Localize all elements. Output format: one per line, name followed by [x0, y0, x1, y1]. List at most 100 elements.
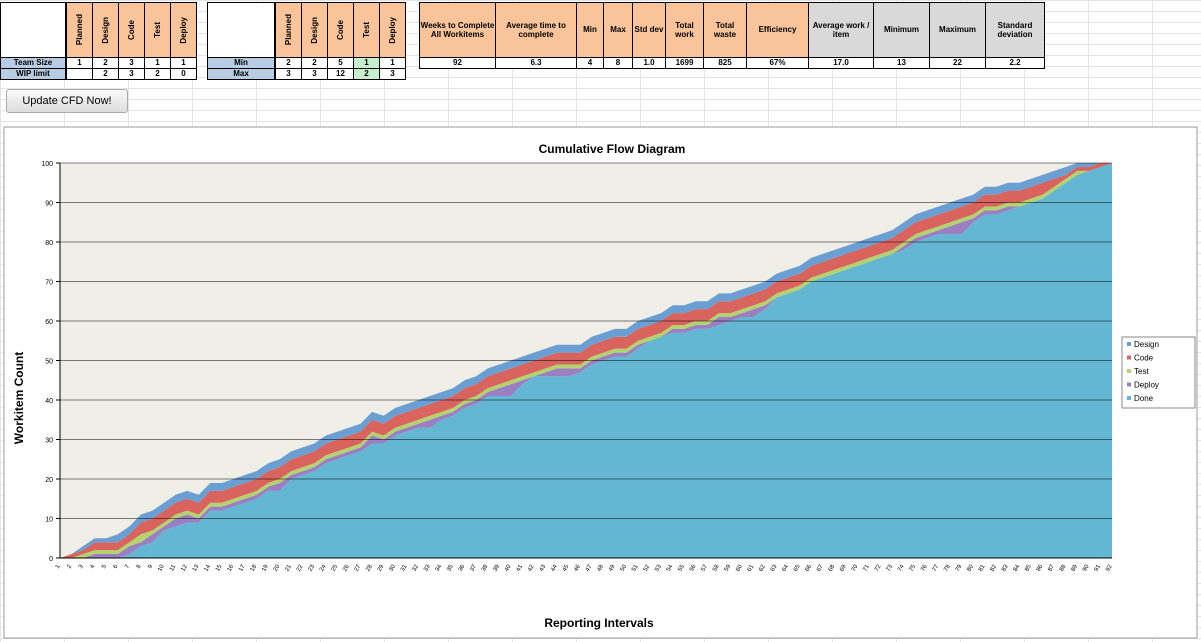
value-cell: 67% [746, 57, 809, 69]
value-cell: 825 [703, 57, 747, 69]
value-cell-text: 825 [718, 58, 732, 68]
legend-swatch [1127, 355, 1131, 360]
header-cell-text: Planned [283, 14, 293, 46]
value-cell-text: 3 [312, 69, 317, 79]
value-cell: 1699 [665, 57, 704, 69]
y-tick-label: 10 [45, 517, 53, 524]
header-cell-text: Total work [675, 20, 694, 39]
row-label-text: Max [233, 69, 249, 79]
x-tick-label: 38 [481, 563, 490, 572]
legend-label: Code [1134, 354, 1154, 363]
header-cell: Design [301, 2, 328, 58]
value-cell: 6.3 [495, 57, 577, 69]
x-tick-label: 84 [1013, 563, 1022, 572]
header-cell: Min [576, 2, 604, 58]
value-cell: 92 [419, 57, 496, 69]
x-tick-label: 19 [261, 563, 270, 572]
x-tick-label: 66 [805, 563, 814, 572]
legend-swatch [1127, 396, 1131, 400]
x-tick-label: 35 [446, 563, 455, 572]
x-tick-label: 11 [169, 563, 178, 572]
value-cell: 0 [170, 68, 197, 80]
x-axis-label: Reporting Intervals [544, 616, 654, 630]
x-tick-label: 86 [1036, 563, 1045, 572]
x-tick-label: 43 [539, 563, 548, 572]
x-tick-label: 27 [354, 563, 363, 572]
x-tick-label: 64 [781, 563, 790, 572]
x-tick-label: 53 [654, 563, 663, 572]
x-tick-label: 73 [886, 563, 895, 572]
y-tick-label: 30 [45, 438, 53, 445]
x-tick-label: 20 [273, 563, 282, 572]
x-tick-label: 54 [666, 563, 675, 572]
x-tick-label: 40 [504, 563, 513, 572]
row-label-text: Team Size [13, 58, 53, 68]
header-cell-text: Design [100, 16, 110, 44]
x-tick-label: 24 [319, 563, 328, 572]
x-tick-label: 89 [1071, 563, 1080, 572]
update-button[interactable]: Update CFD Now! [6, 89, 128, 113]
header-cell: Max [603, 2, 633, 58]
row-label: Max [207, 68, 275, 80]
x-tick-label: 74 [897, 563, 906, 572]
legend-label: Test [1134, 367, 1149, 376]
x-tick-label: 45 [562, 563, 571, 572]
header-cell: Total waste [703, 2, 747, 58]
x-tick-label: 62 [758, 563, 767, 572]
value-cell: 3 [301, 68, 328, 80]
y-tick-label: 0 [49, 556, 53, 563]
value-cell: 3 [118, 68, 145, 80]
x-tick-label: 14 [203, 563, 212, 572]
y-axis-label: Workitem Count [12, 352, 26, 444]
x-tick-label: 7 [124, 563, 131, 569]
x-tick-label: 61 [747, 563, 756, 572]
x-tick-label: 13 [192, 563, 201, 572]
y-tick-label: 80 [45, 240, 53, 247]
y-tick-label: 50 [45, 359, 53, 366]
header-cell-text: Maximum [939, 25, 976, 35]
header-cell: Average work / item [808, 2, 874, 58]
value-cell-text: 3 [129, 58, 134, 68]
legend-label: Done [1134, 394, 1154, 403]
header-cell-text: Weeks to Complete All Workitems [420, 20, 495, 39]
x-tick-label: 88 [1059, 563, 1068, 572]
x-tick-label: 92 [1105, 563, 1114, 572]
header-cell-text: Code [126, 20, 136, 40]
header-cell-text: Design [309, 16, 319, 44]
header-cell-text: Test [152, 22, 162, 38]
x-tick-label: 59 [724, 563, 733, 572]
value-cell: 12 [327, 68, 354, 80]
y-tick-label: 90 [45, 201, 53, 208]
header-cell: Average time to complete [495, 2, 577, 58]
value-cell-text: 3 [390, 69, 395, 79]
value-cell [66, 68, 93, 80]
header-cell: Test [353, 2, 380, 58]
value-cell-text: 2 [155, 69, 160, 79]
value-cell-text: 2 [286, 58, 291, 68]
value-cell-text: 12 [336, 69, 345, 79]
value-cell: 3 [275, 68, 302, 80]
x-tick-label: 81 [978, 563, 987, 572]
legend-label: Design [1134, 340, 1159, 349]
x-tick-label: 30 [388, 563, 397, 572]
legend-swatch [1127, 342, 1131, 346]
value-cell-text: 6.3 [530, 58, 542, 68]
y-tick-label: 40 [45, 398, 53, 405]
header-cell: Code [118, 2, 145, 58]
x-tick-label: 80 [966, 563, 975, 572]
x-tick-label: 46 [573, 563, 582, 572]
x-tick-label: 85 [1024, 563, 1033, 572]
header-cell: Test [144, 2, 171, 58]
value-cell-text: 4 [587, 58, 593, 68]
x-tick-label: 69 [839, 563, 848, 572]
x-tick-label: 49 [608, 563, 617, 572]
value-cell-text: 3 [286, 69, 291, 79]
x-tick-label: 56 [689, 563, 698, 572]
x-tick-label: 18 [250, 563, 259, 572]
x-tick-label: 22 [296, 563, 305, 572]
x-tick-label: 3 [78, 563, 85, 569]
x-tick-label: 28 [365, 563, 374, 572]
x-tick-label: 5 [101, 563, 108, 569]
value-cell-text: 2 [103, 69, 108, 79]
x-tick-label: 63 [770, 563, 779, 572]
